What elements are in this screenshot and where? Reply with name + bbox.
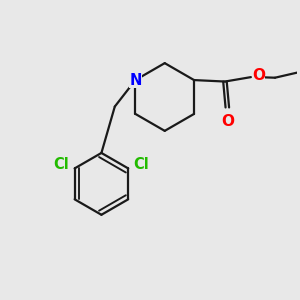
Text: Cl: Cl: [54, 158, 69, 172]
Text: O: O: [252, 68, 265, 83]
Text: N: N: [129, 73, 142, 88]
Text: Cl: Cl: [134, 158, 149, 172]
Text: O: O: [221, 114, 234, 129]
